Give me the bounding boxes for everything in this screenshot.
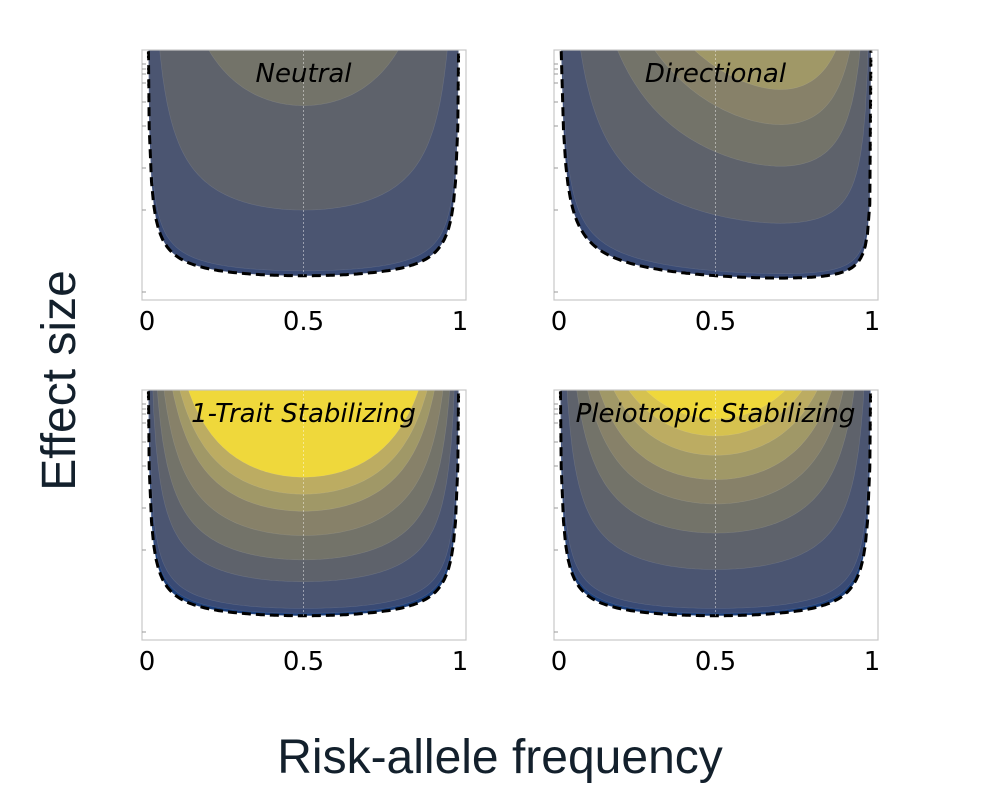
contour-level-9 xyxy=(645,390,786,420)
x-tick-label: 1 xyxy=(864,647,881,677)
panel-title: 1-Trait Stabilizing xyxy=(191,399,416,429)
x-tick-label: 0.5 xyxy=(283,307,324,337)
x-tick-label: 1 xyxy=(864,307,881,337)
x-tick-label: 0.5 xyxy=(283,647,324,677)
panel-1-trait-stabilizing: 0 0.5 1 1-Trait Stabilizing xyxy=(139,389,469,677)
panel-directional: 0 0.5 1 Directional xyxy=(551,49,881,337)
x-tick-label: 0 xyxy=(551,647,568,677)
contour-level-8 xyxy=(188,390,419,478)
plot-frame xyxy=(141,389,467,641)
contour-level-5 xyxy=(693,50,837,90)
panel-pleiotropic-stabilizing: 0 0.5 1 Pleiotropic Stabilizing xyxy=(551,389,881,677)
x-tick-label: 0 xyxy=(139,647,156,677)
panel-title: Pleiotropic Stabilizing xyxy=(576,399,856,429)
x-tick-label: 0.5 xyxy=(695,647,736,677)
plot-frame xyxy=(141,49,467,301)
panel-title: Neutral xyxy=(256,59,353,89)
x-tick-label: 0 xyxy=(139,307,156,337)
x-axis-label: Risk-allele frequency xyxy=(277,731,723,784)
x-tick-label: 1 xyxy=(452,307,469,337)
x-tick-label: 1 xyxy=(452,647,469,677)
panel-neutral: 0 0.5 1 Neutral xyxy=(139,49,469,337)
panel-title: Directional xyxy=(645,59,787,89)
x-tick-label: 0.5 xyxy=(695,307,736,337)
contour-level-3 xyxy=(208,50,399,106)
plot-frame xyxy=(553,389,879,641)
plot-frame xyxy=(553,49,879,301)
x-tick-label: 0 xyxy=(551,307,568,337)
y-axis-label: Effect size xyxy=(32,269,86,491)
